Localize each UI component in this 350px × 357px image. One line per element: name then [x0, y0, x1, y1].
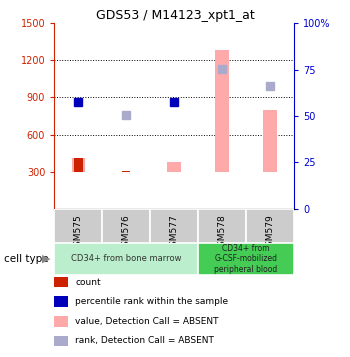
Bar: [246, 209, 294, 243]
Bar: [122, 171, 131, 172]
Bar: [74, 158, 83, 172]
Bar: [150, 209, 198, 243]
Text: rank, Detection Call = ABSENT: rank, Detection Call = ABSENT: [75, 336, 214, 346]
Bar: [102, 209, 150, 243]
Text: percentile rank within the sample: percentile rank within the sample: [75, 297, 228, 306]
Bar: [198, 209, 246, 243]
Text: ▶: ▶: [42, 254, 51, 264]
Text: count: count: [75, 277, 101, 287]
Text: GSM577: GSM577: [170, 214, 178, 252]
Text: GSM576: GSM576: [122, 214, 131, 252]
Text: value, Detection Call = ABSENT: value, Detection Call = ABSENT: [75, 317, 219, 326]
Text: GDS53 / M14123_xpt1_at: GDS53 / M14123_xpt1_at: [96, 9, 254, 22]
Bar: [215, 50, 229, 172]
Bar: [198, 243, 294, 275]
Bar: [71, 158, 85, 172]
Bar: [167, 162, 181, 172]
Text: GSM578: GSM578: [218, 214, 226, 252]
Text: CD34+ from bone marrow: CD34+ from bone marrow: [71, 254, 181, 263]
Bar: [263, 110, 277, 172]
Text: CD34+ from
G-CSF-mobilized
peripheral blood: CD34+ from G-CSF-mobilized peripheral bl…: [215, 244, 278, 274]
Bar: [54, 209, 102, 243]
Bar: [54, 243, 198, 275]
Text: GSM575: GSM575: [74, 214, 83, 252]
Text: cell type: cell type: [4, 254, 48, 264]
Text: GSM579: GSM579: [266, 214, 274, 252]
